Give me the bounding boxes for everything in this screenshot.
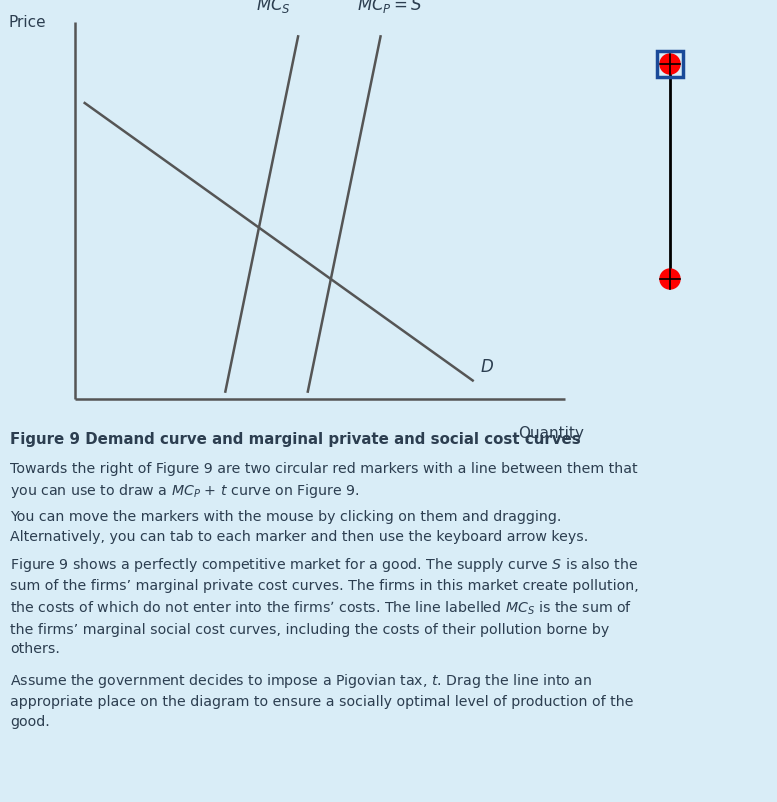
Text: Price: Price — [9, 15, 46, 30]
Text: $MC_P = S$: $MC_P = S$ — [357, 0, 423, 15]
Text: Figure 9 Demand curve and marginal private and social cost curves: Figure 9 Demand curve and marginal priva… — [10, 431, 580, 447]
Text: Quantity: Quantity — [518, 425, 584, 440]
Text: You can move the markers with the mouse by clicking on them and dragging.
Altern: You can move the markers with the mouse … — [10, 509, 588, 543]
Text: Towards the right of Figure 9 are two circular red markers with a line between t: Towards the right of Figure 9 are two ci… — [10, 461, 638, 500]
Text: Assume the government decides to impose a Pigovian tax, $t$. Drag the line into : Assume the government decides to impose … — [10, 671, 633, 728]
Circle shape — [660, 55, 680, 75]
Text: Figure 9 shows a perfectly competitive market for a good. The supply curve $S$ i: Figure 9 shows a perfectly competitive m… — [10, 555, 639, 655]
Circle shape — [660, 269, 680, 290]
Bar — [657, 52, 683, 78]
Text: $D$: $D$ — [480, 357, 494, 375]
Text: $MC_S$: $MC_S$ — [256, 0, 291, 15]
